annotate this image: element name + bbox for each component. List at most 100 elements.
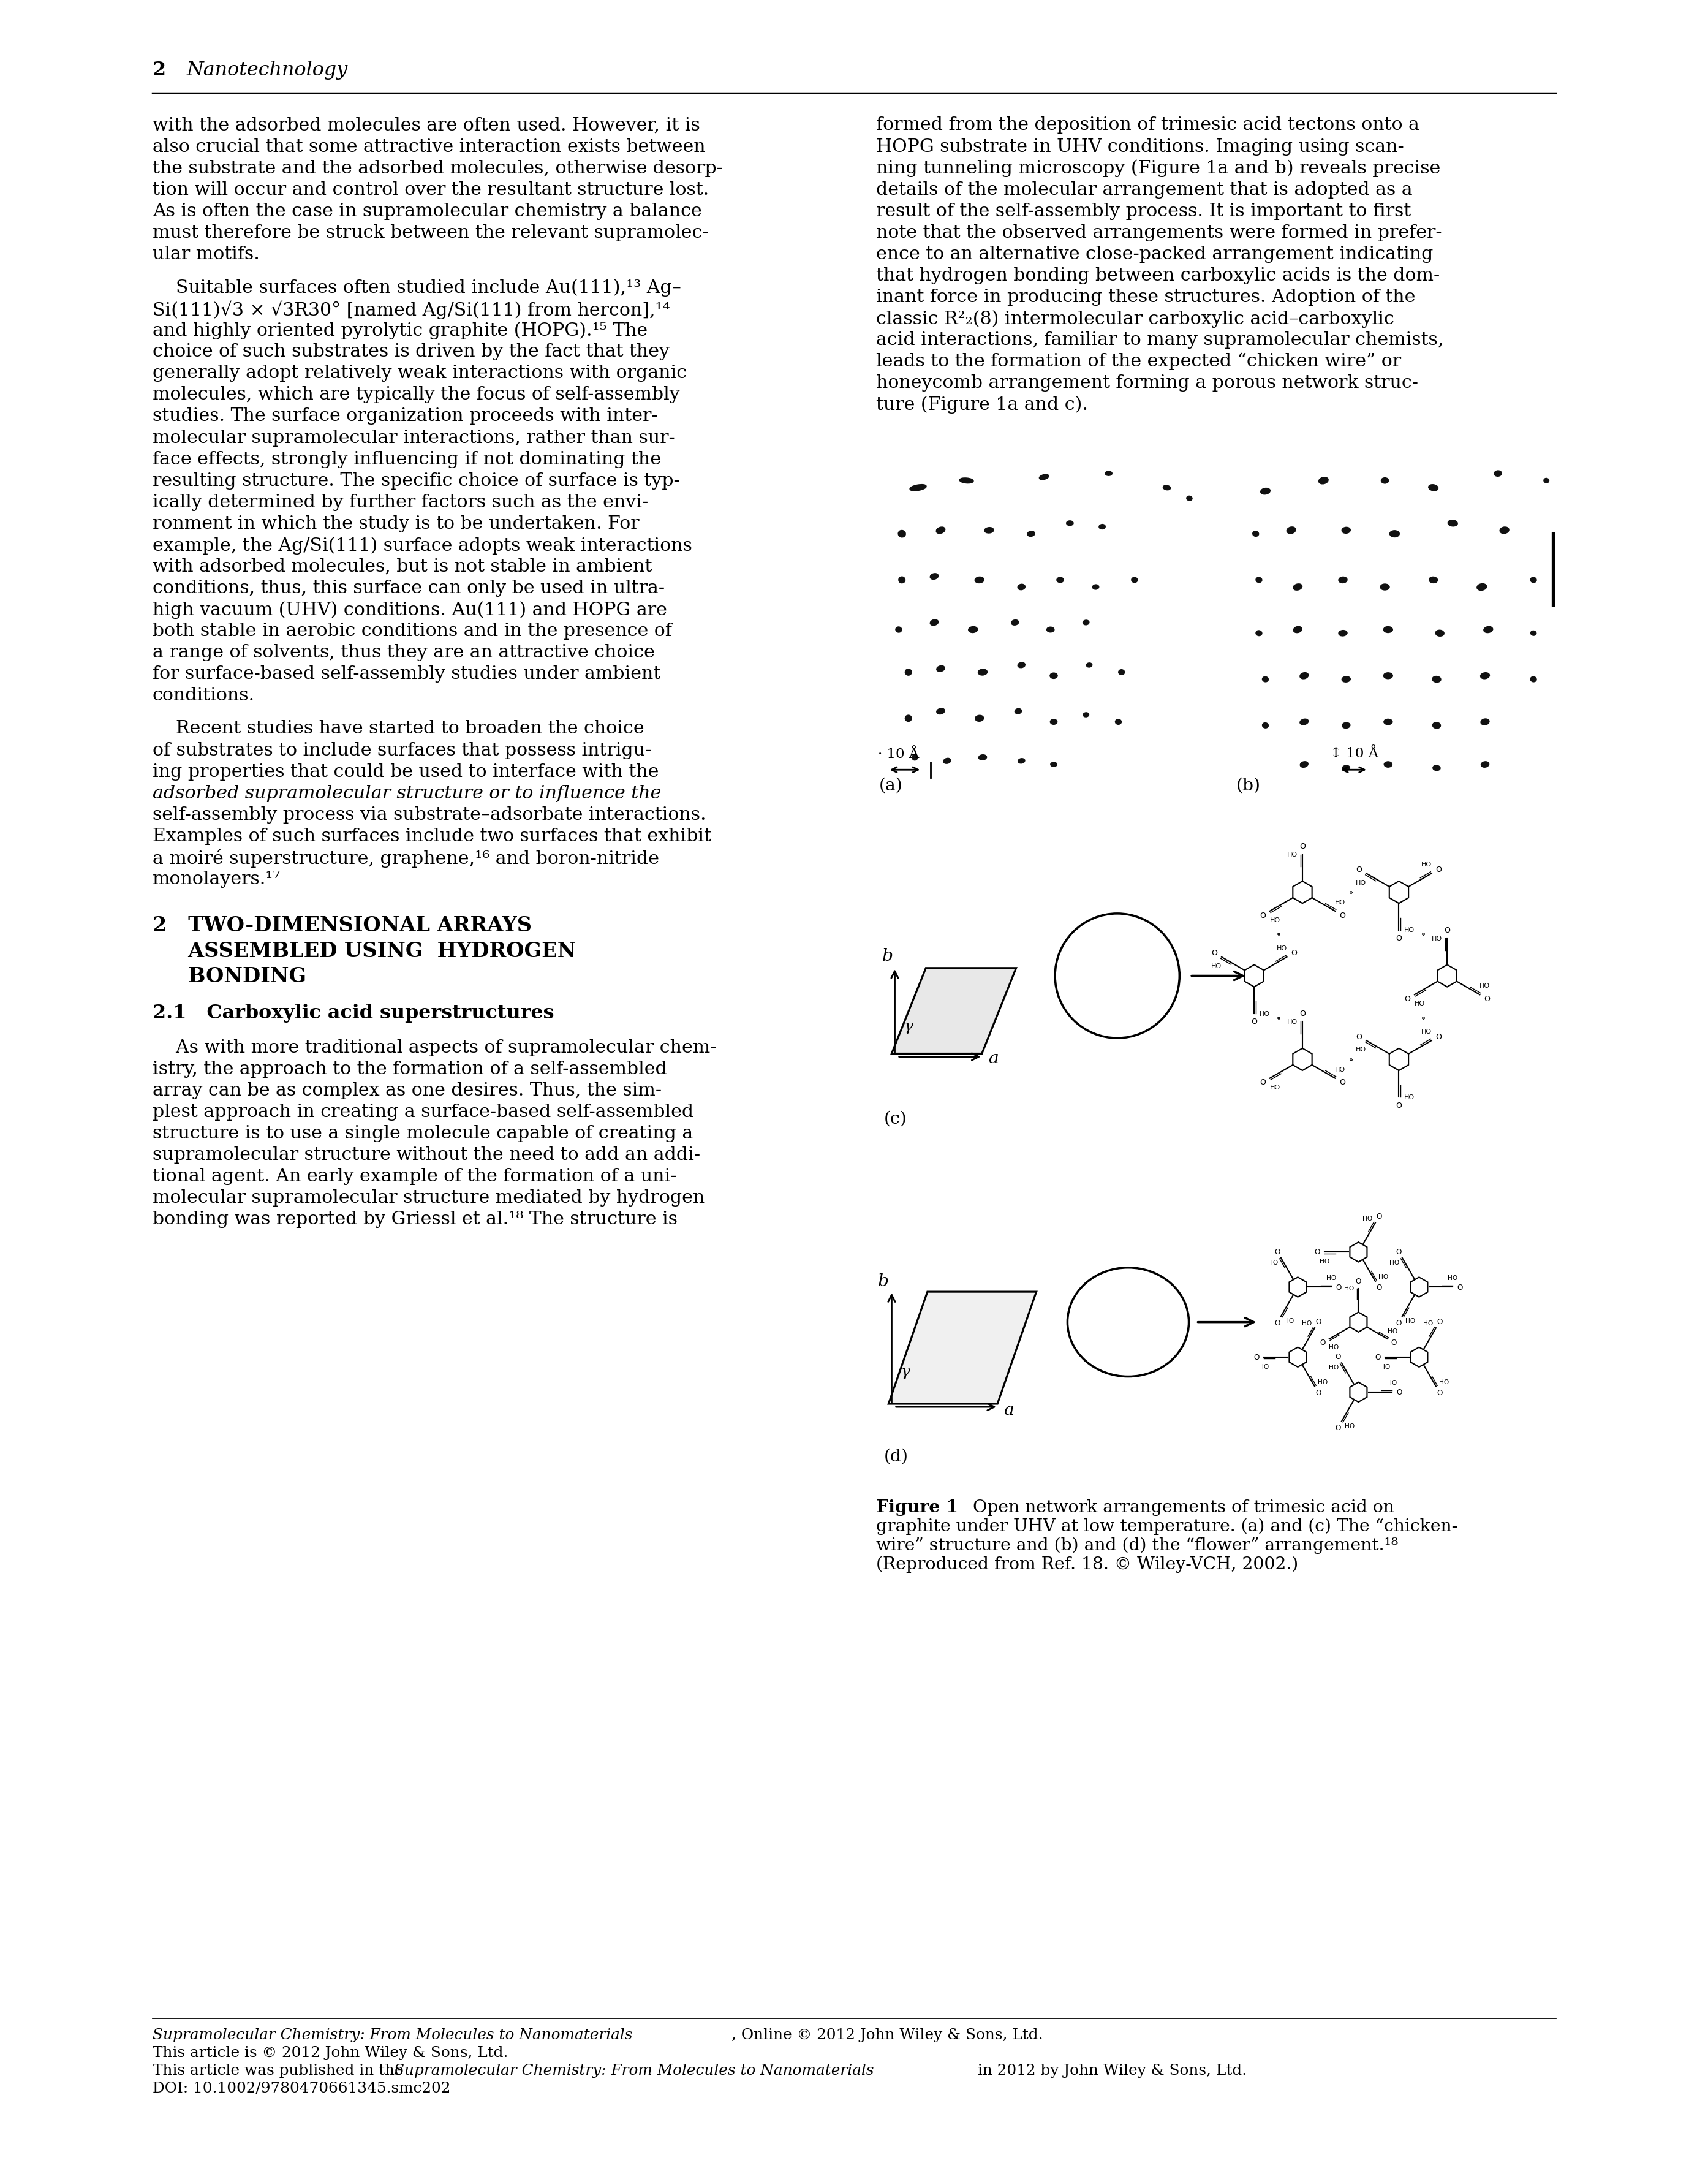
Text: O: O: [1436, 1317, 1442, 1326]
Ellipse shape: [1100, 526, 1105, 528]
Text: HO: HO: [1404, 928, 1414, 932]
Text: O: O: [1339, 911, 1344, 919]
Ellipse shape: [938, 709, 945, 714]
Text: formed from the deposition of trimesic acid tectons onto a: formed from the deposition of trimesic a…: [876, 117, 1419, 134]
Ellipse shape: [1300, 761, 1307, 768]
Ellipse shape: [1105, 472, 1112, 476]
Text: acid interactions, familiar to many supramolecular chemists,: acid interactions, familiar to many supr…: [876, 331, 1443, 348]
Ellipse shape: [1380, 584, 1389, 590]
Text: O: O: [1435, 865, 1442, 874]
Text: O: O: [1375, 1354, 1380, 1361]
Text: with adsorbed molecules, but is not stable in ambient: with adsorbed molecules, but is not stab…: [152, 558, 652, 575]
Text: O: O: [1354, 1276, 1361, 1285]
Text: Suitable surfaces often studied include Au(111),¹³ Ag–: Suitable surfaces often studied include …: [152, 279, 681, 296]
Text: HO: HO: [1267, 1259, 1278, 1265]
Ellipse shape: [1390, 532, 1399, 536]
Ellipse shape: [1342, 528, 1349, 532]
Text: choice of such substrates is driven by the fact that they: choice of such substrates is driven by t…: [152, 344, 670, 361]
Ellipse shape: [1050, 675, 1057, 679]
Ellipse shape: [1500, 528, 1508, 532]
Ellipse shape: [1342, 766, 1349, 770]
Ellipse shape: [936, 528, 945, 532]
Text: b: b: [881, 947, 893, 965]
Text: O: O: [1443, 926, 1450, 934]
Ellipse shape: [1047, 627, 1054, 632]
Text: HO: HO: [1387, 1380, 1397, 1386]
Ellipse shape: [1293, 627, 1301, 632]
Ellipse shape: [938, 666, 945, 671]
Text: b: b: [878, 1272, 888, 1289]
Ellipse shape: [931, 621, 938, 625]
Ellipse shape: [945, 759, 950, 764]
Ellipse shape: [898, 578, 904, 582]
Text: Figure 1: Figure 1: [876, 1499, 958, 1516]
Text: that hydrogen bonding between carboxylic acids is the dom-: that hydrogen bonding between carboxylic…: [876, 266, 1440, 283]
Text: face effects, strongly influencing if not dominating the: face effects, strongly influencing if no…: [152, 450, 661, 467]
Text: example, the Ag/Si(111) surface adopts weak interactions: example, the Ag/Si(111) surface adopts w…: [152, 536, 692, 554]
Ellipse shape: [905, 716, 910, 720]
Ellipse shape: [1040, 476, 1047, 480]
Text: tional agent. An early example of the formation of a uni-: tional agent. An early example of the fo…: [152, 1168, 676, 1185]
Ellipse shape: [1481, 761, 1488, 768]
Text: istry, the approach to the formation of a self-assembled: istry, the approach to the formation of …: [152, 1060, 666, 1077]
Ellipse shape: [975, 578, 984, 582]
Text: supramolecular structure without the need to add an addi-: supramolecular structure without the nee…: [152, 1146, 700, 1164]
Text: HO: HO: [1334, 1066, 1346, 1073]
Text: O: O: [1435, 1032, 1442, 1040]
Text: HO: HO: [1319, 1259, 1329, 1265]
Ellipse shape: [1286, 528, 1295, 534]
Ellipse shape: [979, 755, 986, 759]
Text: array can be as complex as one desires. Thus, the sim-: array can be as complex as one desires. …: [152, 1082, 661, 1099]
Ellipse shape: [1383, 764, 1390, 768]
Text: , Online © 2012 John Wiley & Sons, Ltd.: , Online © 2012 John Wiley & Sons, Ltd.: [731, 2027, 1042, 2042]
Ellipse shape: [1187, 497, 1190, 500]
Text: O: O: [1315, 1317, 1320, 1326]
Ellipse shape: [1093, 586, 1098, 588]
Ellipse shape: [1300, 720, 1307, 725]
Ellipse shape: [975, 716, 982, 720]
Text: O: O: [1395, 1248, 1401, 1257]
Ellipse shape: [1430, 578, 1436, 582]
Text: (c): (c): [883, 1110, 907, 1127]
Text: γ: γ: [904, 1019, 912, 1034]
Text: O: O: [1320, 1339, 1325, 1348]
Text: HO: HO: [1211, 963, 1221, 969]
Text: also crucial that some attractive interaction exists between: also crucial that some attractive intera…: [152, 138, 705, 156]
Ellipse shape: [1255, 578, 1261, 582]
Text: HO: HO: [1438, 1378, 1448, 1384]
Ellipse shape: [1433, 677, 1440, 681]
Text: HO: HO: [1389, 1259, 1399, 1265]
Text: HO: HO: [1286, 852, 1296, 859]
Text: O: O: [1274, 1248, 1279, 1257]
Text: molecules, which are typically the focus of self-assembly: molecules, which are typically the focus…: [152, 387, 680, 402]
Text: Si(111)√3 × √3R30° [named Ag/Si(111) from hercon],¹⁴: Si(111)√3 × √3R30° [named Ag/Si(111) fro…: [152, 301, 670, 318]
Text: HO: HO: [1421, 861, 1431, 867]
Ellipse shape: [898, 532, 905, 536]
Ellipse shape: [1083, 621, 1088, 625]
Text: tion will occur and control over the resultant structure lost.: tion will occur and control over the res…: [152, 182, 709, 199]
Ellipse shape: [897, 627, 900, 632]
Text: HO: HO: [1344, 1423, 1354, 1430]
Text: HO: HO: [1269, 917, 1279, 924]
Text: generally adopt relatively weak interactions with organic: generally adopt relatively weak interact…: [152, 366, 687, 383]
Ellipse shape: [1254, 532, 1257, 536]
Text: As with more traditional aspects of supramolecular chem-: As with more traditional aspects of supr…: [152, 1038, 716, 1056]
Text: HO: HO: [1329, 1343, 1339, 1350]
Ellipse shape: [1083, 714, 1088, 716]
Ellipse shape: [968, 627, 977, 632]
Text: O: O: [1259, 1079, 1266, 1086]
Polygon shape: [892, 969, 1016, 1053]
Polygon shape: [888, 1291, 1037, 1404]
Text: HO: HO: [1404, 1094, 1414, 1101]
Text: self-assembly process via substrate–adsorbate interactions.: self-assembly process via substrate–adso…: [152, 807, 705, 824]
Text: HO: HO: [1447, 1274, 1457, 1280]
Ellipse shape: [1544, 480, 1547, 482]
Text: (b): (b): [1237, 777, 1261, 794]
Text: ence to an alternative close-packed arrangement indicating: ence to an alternative close-packed arra…: [876, 247, 1433, 262]
Ellipse shape: [1050, 720, 1056, 725]
Text: ular motifs.: ular motifs.: [152, 247, 260, 262]
Ellipse shape: [960, 478, 972, 482]
Text: O: O: [1356, 1032, 1361, 1040]
Text: in 2012 by John Wiley & Sons, Ltd.: in 2012 by John Wiley & Sons, Ltd.: [972, 2064, 1247, 2076]
Text: with the adsorbed molecules are often used. However, it is: with the adsorbed molecules are often us…: [152, 117, 700, 134]
